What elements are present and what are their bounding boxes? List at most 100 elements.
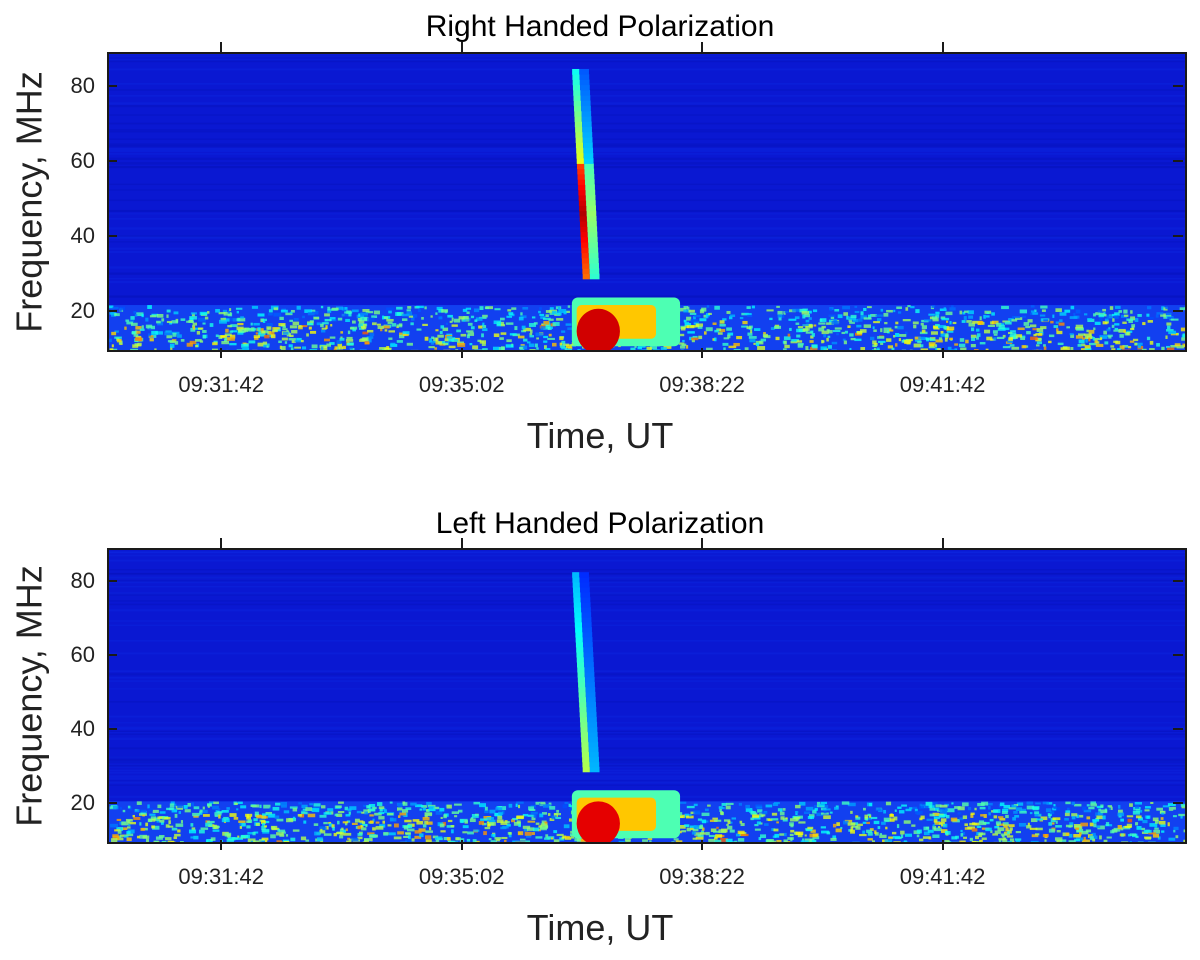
noise-speckle	[344, 806, 349, 811]
burst-stripe-tail	[587, 726, 598, 733]
noise-speckle	[870, 314, 877, 317]
noise-speckle	[492, 346, 500, 350]
background-streak	[109, 573, 1185, 575]
noise-speckle	[314, 310, 319, 315]
burst-stripe-tail	[585, 184, 595, 191]
noise-speckle	[371, 315, 378, 319]
background-streak	[109, 700, 1185, 703]
noise-speckle	[709, 819, 718, 822]
noise-speckle	[1011, 319, 1018, 322]
noise-speckle	[917, 340, 922, 344]
noise-speckle	[451, 829, 454, 834]
noise-speckle	[780, 816, 785, 820]
burst-stripe	[579, 706, 587, 713]
noise-speckle	[937, 826, 941, 829]
burst-stripe-tail	[582, 126, 592, 133]
noise-speckle	[684, 321, 690, 325]
x-axis-label: Time, UT	[526, 907, 674, 948]
noise-speckle	[933, 819, 938, 823]
noise-speckle	[343, 829, 347, 833]
noise-speckle	[683, 319, 687, 323]
noise-speckle	[466, 330, 474, 333]
noise-speckle	[1084, 347, 1092, 350]
noise-speckle	[171, 827, 178, 831]
noise-speckle	[283, 841, 290, 842]
noise-speckle	[899, 334, 907, 337]
noise-speckle	[193, 806, 200, 810]
noise-speckle	[886, 309, 893, 313]
noise-speckle	[352, 328, 356, 332]
noise-speckle	[929, 805, 932, 808]
noise-speckle	[1002, 824, 1009, 827]
noise-speckle	[755, 340, 764, 345]
noise-speckle	[483, 805, 486, 810]
noise-speckle	[376, 323, 381, 326]
noise-speckle	[147, 804, 150, 809]
noise-speckle	[725, 805, 731, 810]
noise-speckle	[915, 339, 922, 342]
noise-speckle	[692, 837, 697, 840]
noise-speckle	[236, 808, 239, 811]
noise-speckle	[874, 832, 879, 836]
noise-speckle	[111, 344, 114, 348]
noise-speckle	[149, 315, 157, 318]
noise-speckle	[920, 348, 929, 350]
burst-stripe	[580, 726, 588, 733]
noise-speckle	[1011, 346, 1020, 350]
noise-speckle	[944, 338, 948, 342]
noise-speckle	[533, 827, 540, 832]
noise-speckle	[289, 325, 298, 329]
noise-speckle	[290, 311, 293, 314]
noise-speckle	[959, 338, 965, 342]
noise-speckle	[705, 327, 713, 332]
noise-speckle	[1167, 325, 1171, 330]
noise-speckle	[311, 808, 320, 812]
noise-speckle	[564, 348, 572, 350]
noise-speckle	[213, 801, 219, 805]
noise-speckle	[1091, 832, 1096, 837]
noise-speckle	[866, 829, 873, 833]
burst-stripe	[579, 205, 587, 212]
noise-speckle	[511, 307, 517, 310]
noise-speckle	[1123, 314, 1129, 317]
burst-stripe-tail	[587, 716, 597, 723]
noise-speckle	[197, 317, 206, 322]
noise-speckle	[946, 329, 954, 332]
x-tick-label: 09:38:22	[659, 372, 745, 397]
noise-speckle	[347, 808, 352, 812]
noise-speckle	[224, 333, 232, 337]
noise-speckle	[154, 817, 161, 821]
noise-speckle	[248, 340, 256, 344]
noise-speckle	[500, 821, 508, 825]
noise-speckle	[970, 334, 977, 338]
noise-speckle	[482, 348, 488, 350]
noise-speckle	[484, 809, 489, 814]
noise-speckle	[918, 336, 925, 340]
noise-speckle	[1106, 836, 1112, 839]
noise-speckle	[362, 337, 369, 341]
noise-speckle	[545, 310, 552, 313]
noise-speckle	[801, 311, 809, 315]
noise-speckle	[873, 321, 880, 324]
noise-speckle	[748, 336, 757, 339]
noise-speckle	[380, 327, 383, 332]
noise-speckle	[567, 327, 573, 331]
noise-speckle	[264, 840, 268, 842]
noise-speckle	[1076, 327, 1084, 331]
background-streak	[109, 576, 1185, 580]
noise-speckle	[1009, 827, 1013, 831]
noise-speckle	[357, 836, 363, 840]
noise-speckle	[932, 812, 939, 817]
noise-speckle	[307, 813, 316, 818]
noise-speckle	[348, 312, 352, 317]
burst-stripe-tail	[588, 731, 598, 738]
noise-speckle	[490, 834, 495, 837]
noise-speckle	[487, 822, 494, 826]
noise-speckle	[802, 328, 810, 331]
noise-speckle	[482, 328, 488, 332]
noise-speckle	[1130, 327, 1135, 331]
burst-stripe	[579, 716, 588, 723]
noise-speckle	[541, 822, 545, 825]
noise-speckle	[406, 311, 413, 316]
noise-speckle	[370, 838, 373, 842]
